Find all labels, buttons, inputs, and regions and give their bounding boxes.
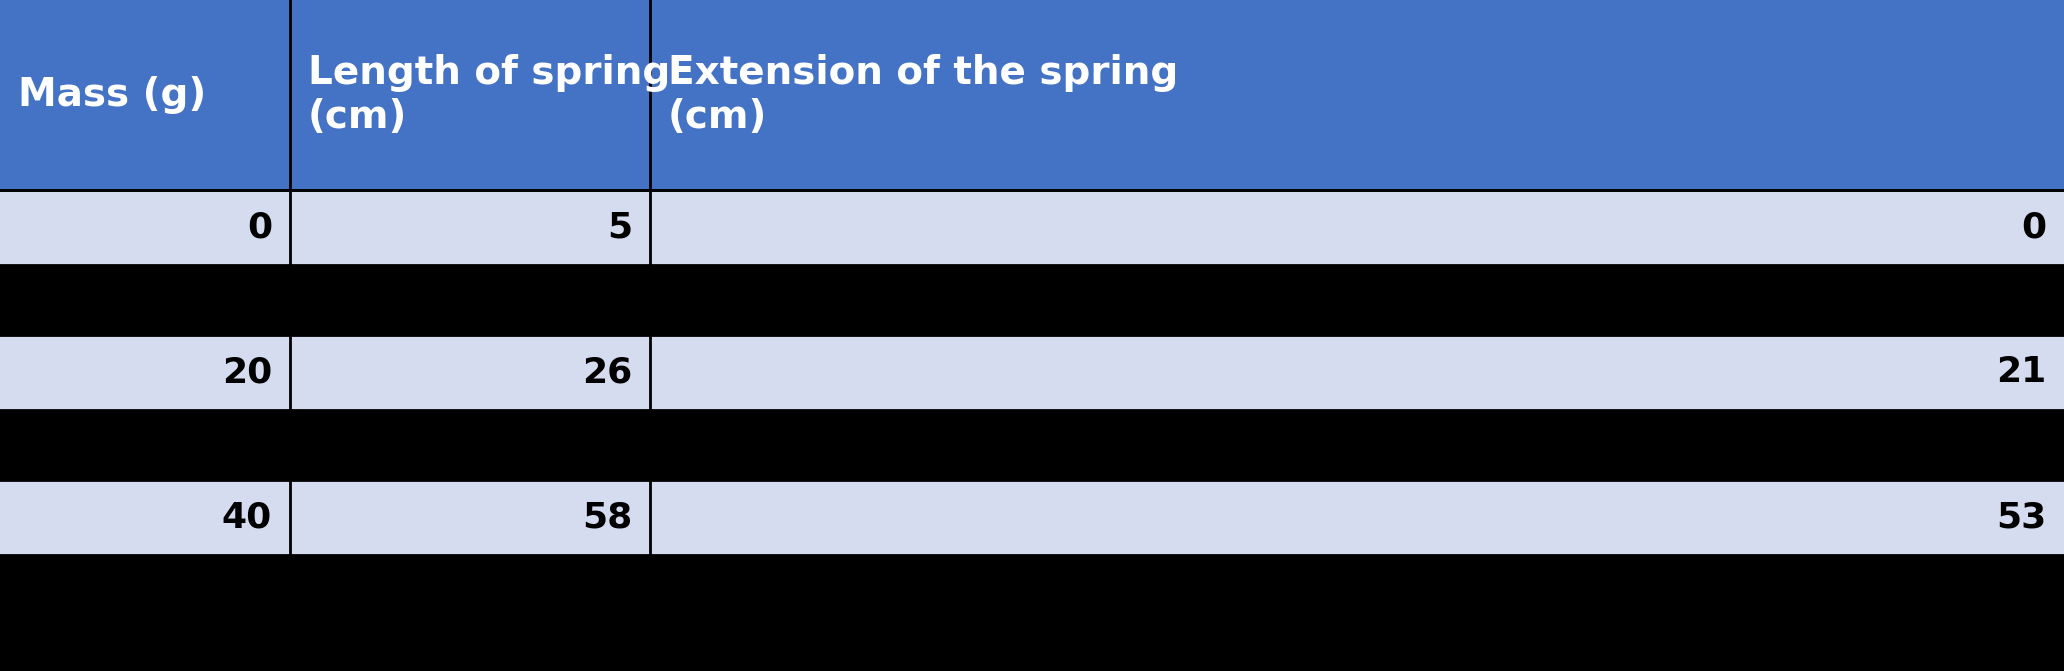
Bar <box>0 335 291 410</box>
Text: 26: 26 <box>582 356 632 389</box>
Bar <box>291 335 650 410</box>
Text: 40: 40 <box>221 501 272 535</box>
Text: 58: 58 <box>582 501 632 535</box>
Text: Mass (g): Mass (g) <box>19 76 206 114</box>
Text: Extension of the spring
(cm): Extension of the spring (cm) <box>669 54 1179 136</box>
Bar <box>0 0 291 190</box>
Bar <box>291 190 650 265</box>
Bar <box>0 480 291 555</box>
Bar <box>0 190 291 265</box>
Text: Length of spring
(cm): Length of spring (cm) <box>308 54 671 136</box>
Text: 53: 53 <box>1996 501 2045 535</box>
Text: 20: 20 <box>221 356 272 389</box>
Text: 5: 5 <box>607 211 632 244</box>
Bar <box>291 480 650 555</box>
Bar <box>291 0 650 190</box>
Bar <box>650 480 2064 555</box>
Text: 0: 0 <box>2021 211 2045 244</box>
Bar <box>650 0 2064 190</box>
Bar <box>650 190 2064 265</box>
Text: 21: 21 <box>1996 356 2045 389</box>
Text: 0: 0 <box>248 211 272 244</box>
Bar <box>650 335 2064 410</box>
